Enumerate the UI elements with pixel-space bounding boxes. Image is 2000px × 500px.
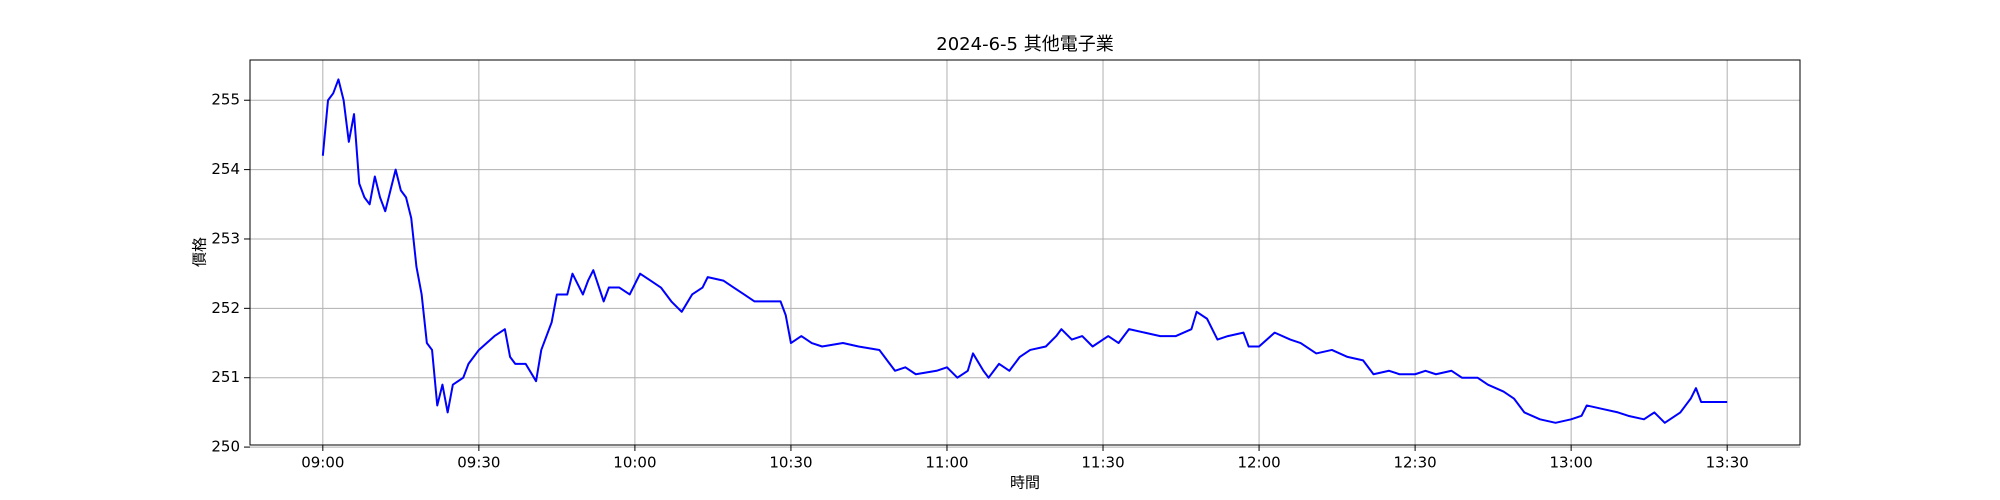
x-tick-label: 10:00: [613, 454, 656, 472]
y-tick-label: 250: [211, 438, 240, 456]
x-tick-label: 10:30: [769, 454, 812, 472]
x-tick-label: 12:00: [1237, 454, 1280, 472]
y-axis-label: 價格: [191, 237, 209, 267]
x-tick-label: 13:30: [1706, 454, 1749, 472]
x-tick-label: 12:30: [1393, 454, 1436, 472]
plot-frame: [249, 59, 1801, 446]
x-tick-label: 13:00: [1550, 454, 1593, 472]
price-line: [321, 78, 1728, 424]
y-tick-label: 252: [211, 299, 240, 317]
y-tick-label: 254: [211, 160, 240, 178]
x-tick-label: 11:30: [1081, 454, 1124, 472]
x-tick-label: 09:30: [457, 454, 500, 472]
y-tick-label: 251: [211, 368, 240, 386]
y-tick-label: 255: [211, 91, 240, 109]
x-axis-label: 時間: [1010, 474, 1040, 492]
x-tick-label: 11:00: [925, 454, 968, 472]
chart-title: 2024-6-5 其他電子業: [936, 34, 1113, 55]
y-tick-label: 253: [211, 229, 240, 247]
x-tick-label: 09:00: [301, 454, 344, 472]
